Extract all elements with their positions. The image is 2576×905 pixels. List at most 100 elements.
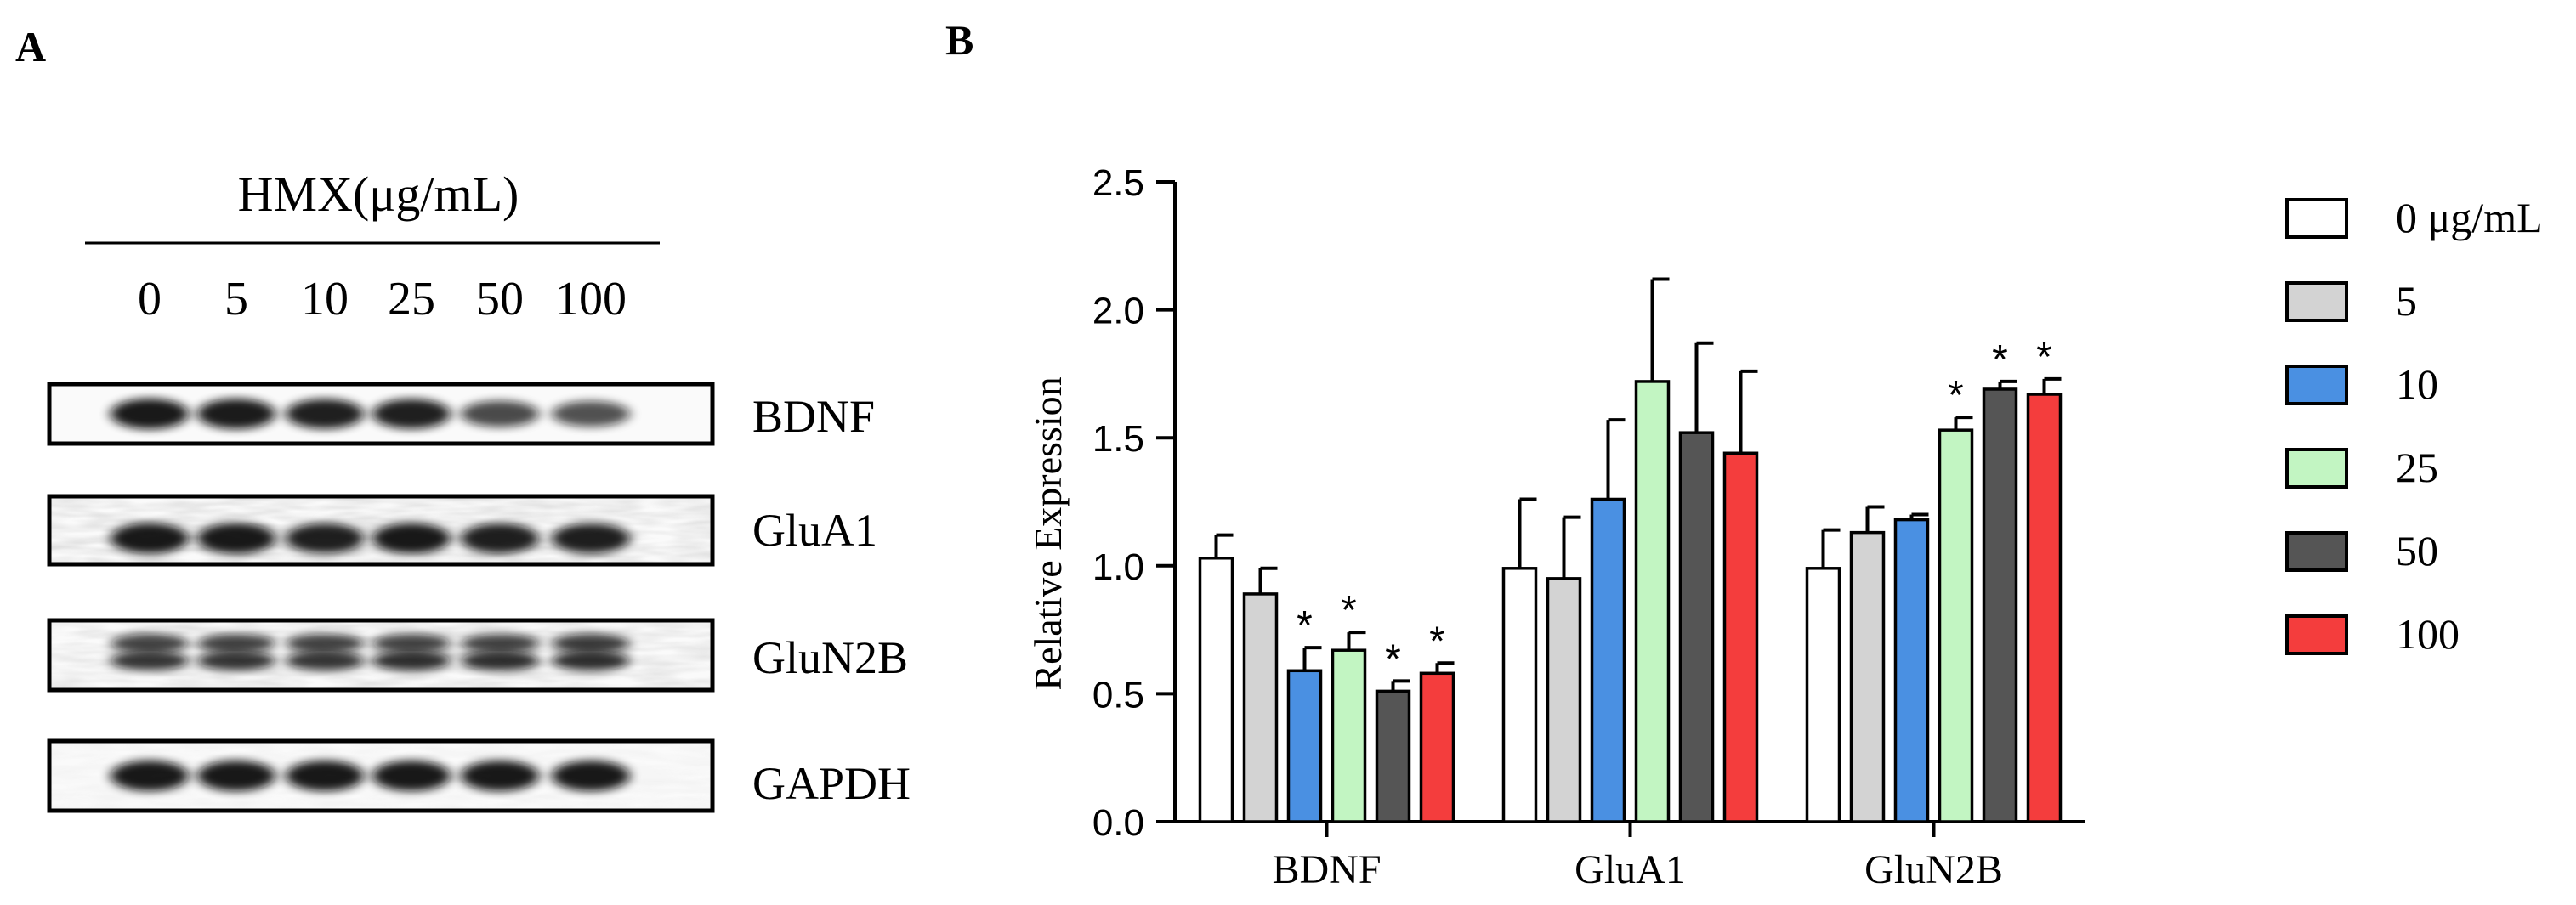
bar: [1893, 518, 1930, 823]
legend-swatch: [2285, 198, 2348, 239]
protein-band: [197, 650, 275, 671]
bar: [1722, 451, 1759, 823]
bar: [1198, 557, 1234, 823]
bar: [1982, 387, 2018, 823]
bar: [1546, 577, 1582, 823]
legend-swatch: [2285, 531, 2348, 572]
protein-band: [286, 650, 364, 671]
bar: [1938, 428, 1974, 823]
bar: [1849, 530, 1886, 823]
protein-band: [552, 400, 630, 427]
protein-band: [461, 400, 539, 427]
blot-label: BDNF: [752, 391, 875, 442]
bar: [1805, 567, 1841, 823]
dose-label: 50: [476, 273, 524, 325]
blot-frame: [47, 494, 715, 567]
legend-item: 5: [2285, 277, 2417, 325]
bar: [1419, 671, 1455, 823]
significance-marker: *: [1385, 636, 1401, 682]
bar: [1375, 689, 1411, 823]
blot-frame: [47, 382, 715, 446]
legend: 0 μg/mL 5 10 25 50 100: [2285, 194, 2543, 658]
bar: [1634, 380, 1671, 823]
y-tick-label: 1.0: [1092, 546, 1144, 588]
legend-swatch: [2285, 281, 2348, 322]
protein-band: [111, 761, 189, 791]
protein-band: [372, 761, 451, 791]
bar-chart: Relative Expression 0.0 0.5 1.0 1.5 2.0 2.5 B…: [1026, 162, 2543, 892]
protein-band: [461, 523, 539, 554]
blot-frame: [47, 618, 715, 693]
bar-group: *: [1982, 337, 2018, 823]
protein-band: [197, 761, 275, 791]
bar-group: [1198, 533, 1234, 823]
bar-group: [1893, 512, 1930, 823]
y-tick-label: 2.5: [1092, 162, 1144, 204]
bar-series: * * * * * * *: [1198, 277, 2063, 823]
significance-marker: *: [1992, 337, 2008, 382]
protein-band: [461, 650, 539, 671]
protein-band: [552, 761, 630, 791]
bar: [2026, 393, 2063, 823]
protein-band: [197, 399, 275, 429]
legend-item: 50: [2285, 527, 2438, 574]
protein-band: [111, 399, 189, 429]
x-category-label: GluA1: [1575, 847, 1686, 892]
legend-label: 50: [2396, 527, 2438, 574]
bar-group: [1722, 369, 1759, 823]
protein-band: [111, 650, 189, 671]
legend-label: 5: [2396, 277, 2417, 325]
legend-label: 10: [2396, 360, 2438, 408]
bar-group: [1501, 497, 1538, 823]
western-blot-panel: HMX(μg/mL) 0 5 10 25 50 100 BDNF GluA1 GluN2B GA…: [47, 167, 911, 813]
protein-band: [286, 399, 364, 429]
legend-swatch: [2285, 614, 2348, 655]
significance-marker: *: [1429, 619, 1445, 664]
bar-group: [1634, 277, 1671, 823]
protein-band: [552, 633, 630, 653]
dose-label: 10: [301, 273, 349, 325]
legend-swatch: [2285, 365, 2348, 405]
bar-group: *: [1375, 636, 1411, 823]
legend-label: 25: [2396, 444, 2438, 491]
protein-band: [111, 523, 189, 554]
blot-glua1: GluA1: [47, 494, 877, 567]
protein-band: [197, 523, 275, 554]
blot-label: GAPDH: [752, 758, 911, 809]
panel-a-label: A: [15, 23, 46, 71]
bar-group: [1805, 528, 1841, 823]
legend-item: 100: [2285, 610, 2460, 658]
legend-label: 0 μg/mL: [2396, 194, 2543, 241]
legend-label: 100: [2396, 610, 2460, 658]
significance-marker: *: [1341, 588, 1357, 633]
y-tick-label: 0.5: [1092, 674, 1144, 716]
bar-group: *: [1938, 373, 1974, 823]
bar: [1678, 431, 1715, 823]
bar-group: [1242, 566, 1279, 823]
bar: [1242, 592, 1279, 823]
significance-marker: *: [1948, 373, 1964, 418]
bar-group: [1590, 418, 1626, 823]
y-axis: 0.0 0.5 1.0 1.5 2.0 2.5: [1092, 162, 1177, 844]
protein-band: [372, 399, 451, 429]
blot-label: GluN2B: [752, 632, 908, 683]
protein-band: [461, 761, 539, 791]
protein-band: [286, 523, 364, 554]
protein-band: [552, 650, 630, 671]
bar-group: [1849, 505, 1886, 823]
dose-label: 25: [388, 273, 435, 325]
protein-band: [197, 633, 275, 653]
bar-group: [1546, 515, 1582, 823]
legend-item: 0 μg/mL: [2285, 194, 2543, 241]
protein-band: [372, 523, 451, 554]
x-category-label: BDNF: [1272, 847, 1381, 892]
bar-group: *: [1419, 619, 1455, 823]
bar: [1286, 669, 1323, 823]
legend-item: 10: [2285, 360, 2438, 408]
significance-marker: *: [2036, 335, 2052, 380]
y-tick-label: 2.0: [1092, 291, 1144, 332]
protein-band: [461, 633, 539, 653]
blot-frame: [47, 738, 715, 813]
dose-label: 0: [138, 273, 162, 325]
bar: [1590, 497, 1626, 823]
